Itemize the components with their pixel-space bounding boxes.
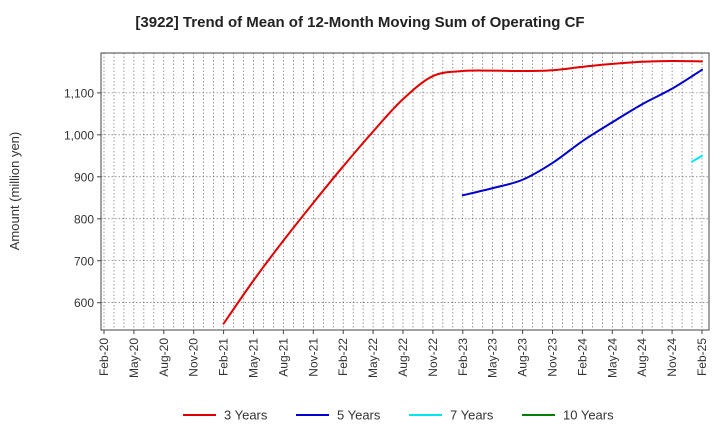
x-tick-label: May-24: [605, 338, 619, 378]
y-tick-label: 800: [74, 212, 94, 226]
legend-item-3-years: 3 Years: [183, 408, 268, 423]
legend-label: 10 Years: [563, 408, 614, 423]
series-line-5-years: [461, 68, 703, 197]
x-tick-label: Feb-22: [336, 338, 350, 376]
x-tick-label: Aug-22: [396, 338, 410, 377]
legend-item-10-years: 10 Years: [522, 408, 614, 423]
plot-area: [100, 52, 710, 331]
y-tick-label: 700: [74, 254, 94, 268]
grid-lines: [101, 53, 709, 330]
series-lines: [222, 59, 703, 325]
x-tick-label: Nov-20: [187, 338, 201, 377]
legend: 3 Years 5 Years 7 Years 10 Years: [183, 408, 614, 423]
x-tick-label: May-22: [366, 338, 380, 378]
legend-label: 5 Years: [337, 408, 381, 423]
chart-title: [3922] Trend of Mean of 12-Month Moving …: [135, 14, 585, 31]
x-tick-label: Nov-23: [546, 338, 560, 377]
legend-item-7-years: 7 Years: [409, 408, 494, 423]
y-tick-label: 900: [74, 170, 94, 184]
x-tick-label: Feb-20: [97, 338, 111, 376]
x-tick-label: Feb-25: [695, 338, 709, 376]
x-tick-label: Aug-21: [276, 338, 290, 377]
x-tick-label: May-20: [127, 338, 141, 378]
x-axis-ticks: Feb-20 May-20 Aug-20 Nov-20 Feb-21 May-21 Aug-…: [97, 330, 709, 378]
x-tick-label: Aug-24: [635, 338, 649, 377]
y-tick-label: 1,100: [64, 86, 94, 100]
legend-item-5-years: 5 Years: [296, 408, 381, 423]
x-tick-label: Feb-24: [575, 338, 589, 376]
x-tick-label: May-23: [486, 338, 500, 378]
x-tick-label: Aug-20: [157, 338, 171, 377]
x-tick-label: Nov-22: [426, 338, 440, 377]
x-tick-label: Feb-23: [456, 338, 470, 376]
x-tick-label: Aug-23: [516, 338, 530, 377]
y-axis-ticks: 600 700 800 900 1,000 1,100: [64, 86, 101, 310]
x-tick-label: Feb-21: [217, 338, 231, 376]
x-tick-label: May-21: [247, 338, 261, 378]
series-line-7-years: [691, 154, 703, 163]
y-tick-label: 1,000: [64, 128, 94, 142]
x-tick-label: Nov-21: [306, 338, 320, 377]
y-axis-label: Amount (million yen): [7, 132, 22, 251]
series-line-3-years: [222, 59, 703, 325]
y-tick-label: 600: [74, 296, 94, 310]
legend-label: 3 Years: [224, 408, 268, 423]
x-tick-label: Nov-24: [665, 338, 679, 377]
legend-label: 7 Years: [450, 408, 494, 423]
